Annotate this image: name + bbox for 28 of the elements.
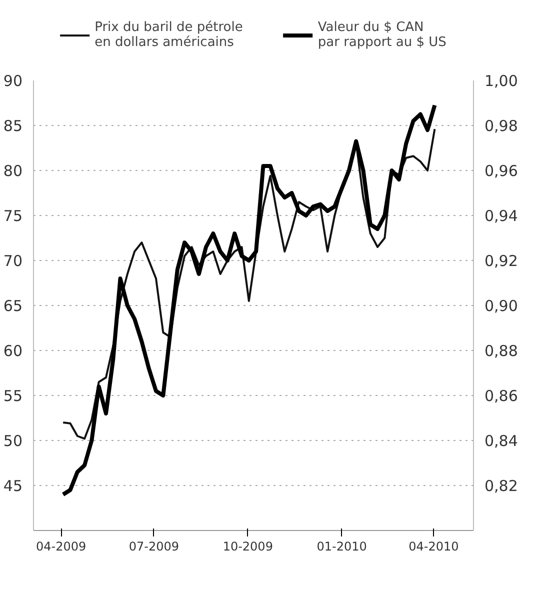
y2-tick-label: 0,86 [484, 387, 518, 405]
y2-tick-label: 1,00 [484, 72, 518, 90]
y2-tick-label: 0,98 [484, 117, 518, 135]
y-tick-label: 75 [3, 207, 23, 225]
x-tick-label: 04-2009 [36, 540, 86, 554]
y2-tick-label: 0,94 [484, 207, 518, 225]
y-tick-label: 80 [3, 162, 23, 180]
y-tick-label: 55 [3, 387, 23, 405]
y2-tick-label: 0,84 [484, 432, 518, 450]
y2-tick-label: 0,96 [484, 162, 518, 180]
y-tick-label: 50 [3, 432, 23, 450]
x-tick-label: 10-2009 [222, 540, 273, 554]
y-tick-label: 70 [3, 252, 23, 270]
y2-tick-label: 0,88 [484, 342, 518, 360]
x-tick-label: 07-2009 [128, 540, 180, 554]
line-series [61, 103, 437, 496]
y-tick-label: 45 [3, 477, 23, 495]
y-tick-label: 85 [3, 117, 23, 135]
y-tick-label: 65 [3, 297, 23, 315]
y2-tick-label: 0,82 [484, 477, 518, 495]
y-tick-label: 60 [3, 342, 23, 360]
y-tick-label: 90 [3, 72, 23, 90]
y2-tick-label: 0,90 [484, 297, 518, 315]
legend-label: Valeur du $ CAN par rapport au $ US [318, 20, 446, 50]
y2-tick-label: 0,92 [484, 252, 518, 270]
x-tick-label: 04-2010 [408, 540, 459, 554]
x-tick-label: 01-2010 [316, 540, 367, 554]
legend-label: Prix du baril de pétrole en dollars américains [94, 20, 243, 50]
